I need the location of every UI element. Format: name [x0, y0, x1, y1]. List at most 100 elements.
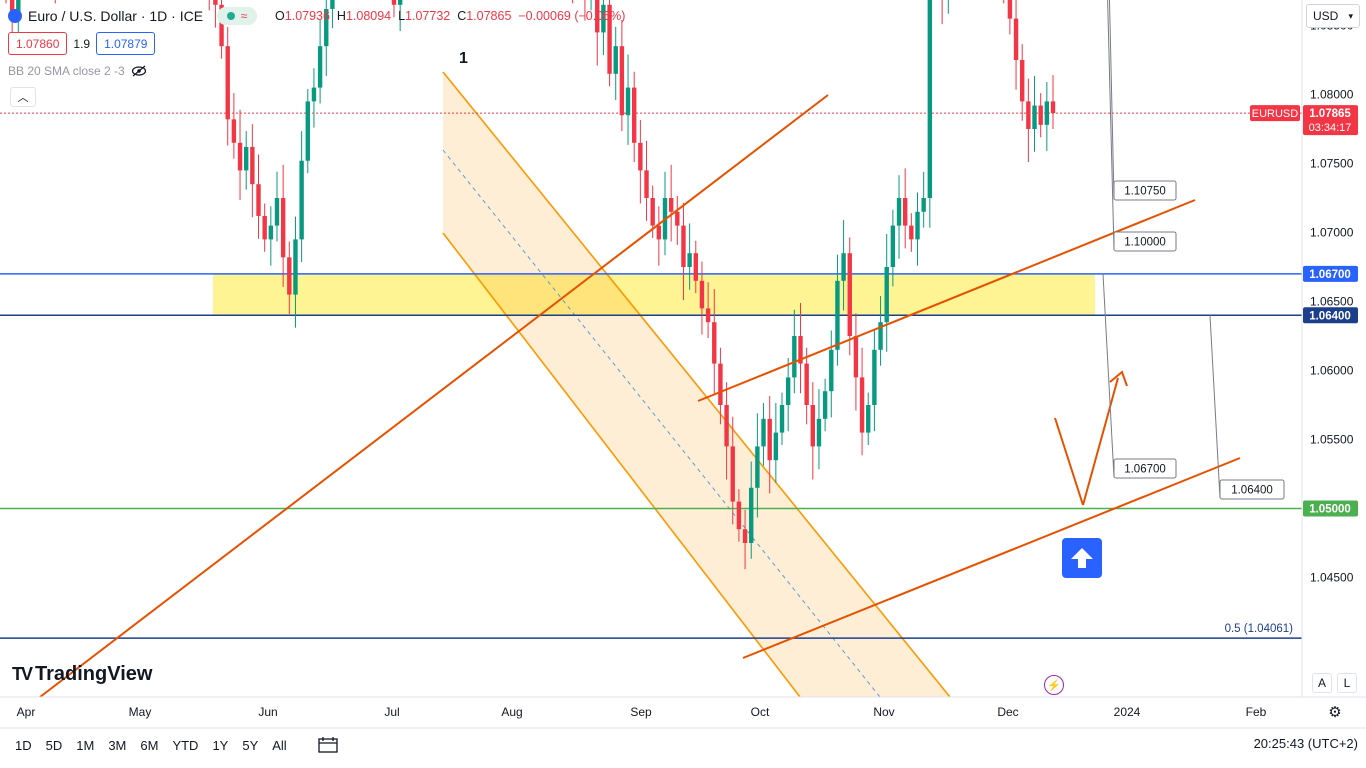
collapse-legend-button[interactable]: ︿ — [10, 87, 36, 107]
candle-body — [681, 225, 686, 267]
candle-body — [1044, 101, 1050, 125]
last-price-label: 1.07865 — [1309, 108, 1351, 120]
range-button-all[interactable]: All — [272, 737, 287, 753]
y-tick-label: 1.07500 — [1310, 157, 1354, 171]
candle-body — [397, 0, 403, 5]
candle-body — [1007, 0, 1013, 19]
rising-trendline-long — [39, 94, 829, 698]
callout-box — [1113, 458, 1177, 479]
candle-body — [317, 46, 323, 88]
auto-scale-button[interactable]: A — [1312, 673, 1332, 693]
callout-box — [1113, 180, 1177, 201]
chevron-down-icon: ▾ — [1348, 10, 1353, 21]
candle-body — [890, 225, 896, 267]
candle-body — [656, 225, 662, 240]
sell-button[interactable]: 1.07860 — [8, 32, 68, 55]
candle-body — [293, 239, 298, 295]
wave-icon: ≈ — [240, 9, 248, 23]
candle-body — [311, 87, 317, 102]
candle-body — [896, 198, 902, 226]
callout-pointer — [1107, 0, 1115, 251]
candle-body — [927, 0, 933, 199]
candle-body — [878, 322, 883, 350]
candle-body — [324, 8, 329, 47]
market-open-icon — [226, 12, 235, 20]
callout-label: 1.10000 — [1124, 237, 1166, 249]
event-lightning-icon[interactable]: ⚡ — [1044, 675, 1064, 695]
candle-body — [213, 0, 218, 5]
eye-hidden-icon[interactable] — [131, 65, 147, 77]
range-button-5y[interactable]: 5Y — [242, 737, 259, 753]
candle-body — [330, 0, 335, 9]
candle-body — [712, 322, 717, 364]
price-tag — [1303, 265, 1358, 282]
callout-pointer — [1102, 273, 1115, 478]
candle-body — [644, 170, 649, 198]
last-price-tag — [1303, 105, 1358, 136]
support-zone — [213, 273, 1095, 316]
candle-body — [909, 225, 914, 240]
channel-upper-line — [442, 71, 951, 698]
y-tick-label: 1.07000 — [1310, 226, 1354, 240]
candle-body — [822, 391, 828, 419]
x-tick-label: Jun — [258, 705, 277, 719]
calendar-icon[interactable] — [318, 737, 338, 753]
candle-body — [299, 160, 304, 240]
range-button-1d[interactable]: 1D — [15, 737, 32, 753]
chart-header: Euro / U.S. Dollar · 1D · ICE ≈ O 1.07936… — [0, 0, 625, 32]
projection-down-leg — [1054, 417, 1084, 506]
indicator-legend[interactable]: BB 20 SMA close 2 -3 — [8, 64, 147, 78]
high-value: 1.08094 — [345, 9, 392, 23]
callout-label: 1.10750 — [1124, 186, 1166, 198]
logo-text: TradingView — [35, 663, 153, 685]
candle-body — [749, 487, 754, 543]
y-tick-label: 1.08000 — [1310, 88, 1354, 102]
candle-body — [755, 446, 760, 488]
candle-body — [613, 46, 618, 74]
clock-readout[interactable]: 20:25:43 (UTC+2) — [1253, 736, 1358, 751]
market-status-badge[interactable]: ≈ — [217, 7, 258, 25]
low-value: 1.07732 — [405, 9, 451, 23]
price-tag-label: 1.06400 — [1309, 310, 1351, 322]
candle-body — [792, 336, 797, 378]
candle-body — [761, 418, 766, 447]
candle-body — [767, 418, 772, 461]
wave-label: 1 — [459, 50, 468, 67]
candle-body — [1050, 101, 1056, 114]
channel-lower-line — [442, 232, 801, 698]
candle-body — [625, 87, 631, 116]
range-button-3m[interactable]: 3M — [108, 737, 127, 753]
candle-body — [915, 211, 920, 240]
candle-body — [237, 142, 243, 171]
gear-icon[interactable]: ⚙ — [1328, 704, 1342, 721]
x-tick-label: Dec — [997, 705, 1018, 719]
candle-body — [274, 198, 280, 226]
callout-box — [1219, 479, 1285, 500]
x-tick-label: May — [129, 705, 152, 719]
range-button-1m[interactable]: 1M — [76, 737, 95, 753]
tradingview-logo: TV TradingView — [12, 663, 152, 686]
low-label: L — [398, 9, 406, 23]
candle-body — [632, 87, 637, 143]
x-tick-label: 2024 — [1114, 705, 1141, 719]
candle-body — [1026, 101, 1031, 129]
currency-select[interactable]: USD ▾ — [1306, 4, 1360, 28]
range-button-6m[interactable]: 6M — [140, 737, 159, 753]
candle-body — [884, 267, 889, 323]
range-button-5d[interactable]: 5D — [45, 737, 63, 753]
price-tag — [1303, 500, 1358, 517]
candle-body — [829, 349, 834, 392]
log-scale-button[interactable]: L — [1337, 673, 1357, 693]
range-button-ytd[interactable]: YTD — [172, 737, 199, 753]
x-tick-label: Aug — [501, 705, 522, 719]
candle-body — [847, 253, 852, 336]
range-button-1y[interactable]: 1Y — [212, 737, 229, 753]
candle-body — [1032, 105, 1037, 129]
candle-body — [650, 198, 655, 226]
buy-button[interactable]: 1.07879 — [96, 32, 156, 55]
y-tick-label: 1.05500 — [1310, 433, 1354, 447]
candle-body — [668, 198, 674, 212]
x-tick-label: Oct — [751, 705, 770, 719]
symbol-title[interactable]: Euro / U.S. Dollar · 1D · ICE — [28, 8, 204, 24]
